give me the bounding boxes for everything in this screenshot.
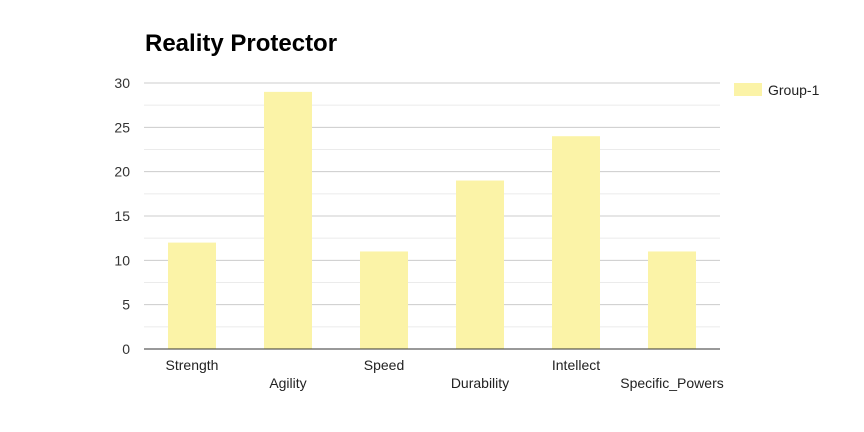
legend-label: Group-1 <box>768 82 820 98</box>
gridlines <box>144 82 720 328</box>
chart-title: Reality Protector <box>145 30 338 57</box>
bar-agility <box>264 91 312 349</box>
y-tick-label: 15 <box>114 208 130 224</box>
x-tick-label: Strength <box>166 357 219 373</box>
bar-speed <box>360 251 408 349</box>
bar-specific-powers <box>648 251 696 349</box>
y-tick-label: 20 <box>114 164 130 180</box>
bar-intellect <box>552 136 600 349</box>
legend: Group-1 <box>734 82 820 98</box>
bars <box>168 91 696 349</box>
bar-durability <box>456 180 504 349</box>
y-axis-ticks: 0 5 10 15 20 25 30 <box>114 75 130 357</box>
y-tick-label: 25 <box>114 119 130 135</box>
x-tick-label: Speed <box>364 357 404 373</box>
bar-strength <box>168 242 216 349</box>
x-tick-label: Specific_Powers <box>620 375 724 391</box>
y-tick-label: 30 <box>114 75 130 91</box>
x-tick-label: Durability <box>451 375 509 391</box>
x-tick-label: Agility <box>269 375 306 391</box>
y-tick-label: 0 <box>122 341 130 357</box>
y-tick-label: 10 <box>114 252 130 268</box>
x-axis-labels: Strength Agility Speed Durability Intellect S… <box>166 357 724 391</box>
x-tick-label: Intellect <box>552 357 600 373</box>
y-tick-label: 5 <box>122 297 130 313</box>
legend-swatch <box>734 83 762 96</box>
